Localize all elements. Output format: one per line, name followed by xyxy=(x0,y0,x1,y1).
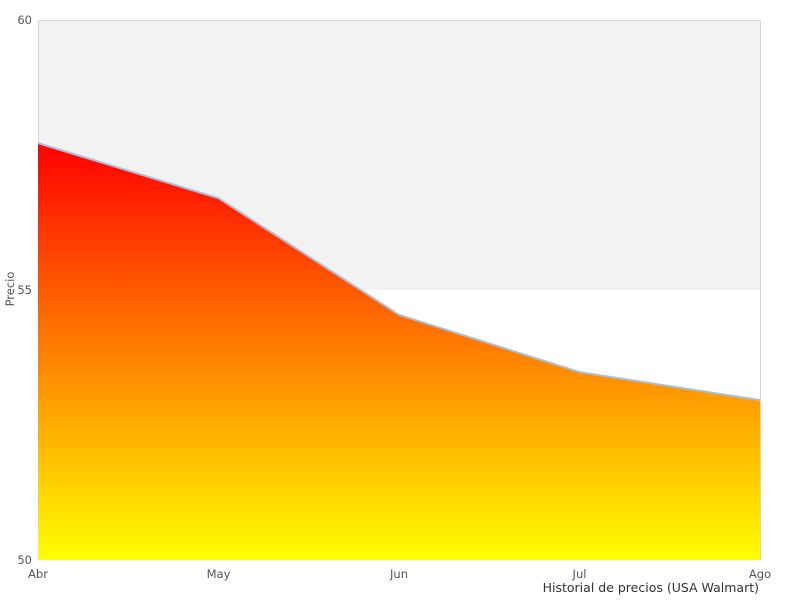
x-tick-label: Jun xyxy=(390,567,408,581)
price-area-fill xyxy=(38,143,760,560)
x-axis-title-caption: Historial de precios (USA Walmart) xyxy=(542,580,759,595)
y-tick-label: 50 xyxy=(17,553,32,567)
x-tick-label: Ago xyxy=(748,567,772,581)
x-tick-label: May xyxy=(206,567,231,581)
y-tick-label: 55 xyxy=(17,283,32,297)
x-tick-label: Jul xyxy=(572,567,587,581)
x-tick-label: Abr xyxy=(28,567,48,581)
price-line xyxy=(37,142,761,402)
y-axis-title: Precio xyxy=(3,271,17,307)
y-tick-label: 60 xyxy=(17,13,32,27)
